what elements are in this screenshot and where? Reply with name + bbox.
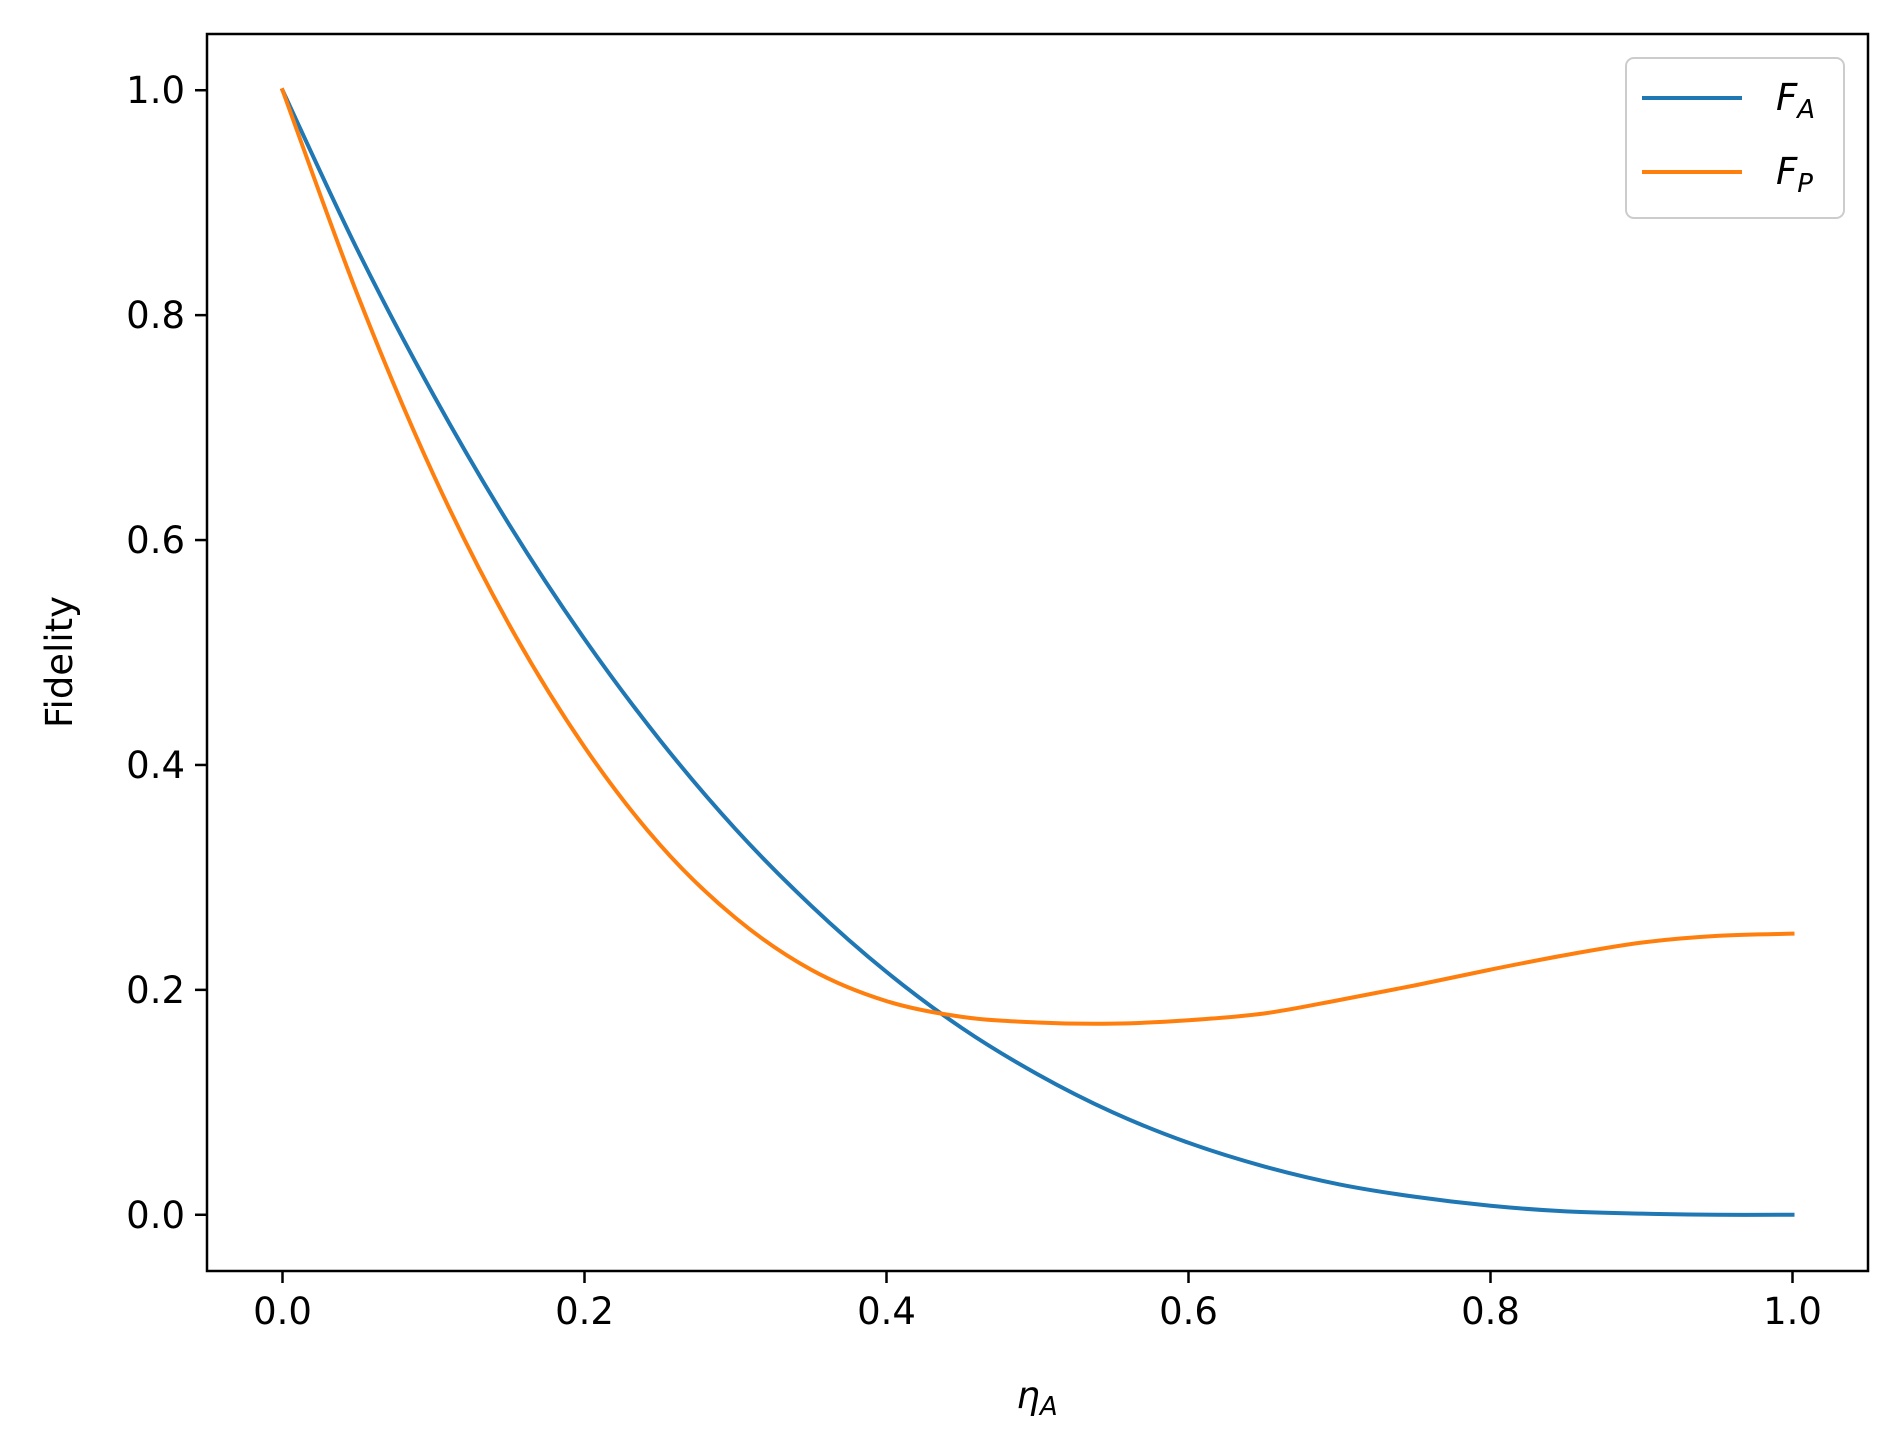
legend: FA FP (1625, 57, 1845, 219)
x-tick-label-4: 0.8 (1461, 1290, 1520, 1333)
legend-label-fp: FP (1776, 150, 1813, 199)
y-tick-label-3: 0.6 (126, 519, 185, 562)
y-axis-label: Fidelity (38, 596, 81, 728)
y-axis: 0.0 0.2 0.4 0.6 0.8 1.0 (126, 69, 207, 1237)
plot-frame (205, 32, 1870, 1273)
x-tick-label-5: 1.0 (1763, 1290, 1822, 1333)
legend-label-fa-main: F (1776, 76, 1798, 119)
y-tick-label-4: 0.8 (126, 294, 185, 337)
y-tick-label-1: 0.2 (126, 969, 185, 1012)
series-line-fa (279, 87, 1795, 1217)
x-tick-label-0: 0.0 (253, 1290, 312, 1333)
x-axis-label-sub: A (1038, 1392, 1058, 1422)
x-tick-label-1: 0.2 (555, 1290, 614, 1333)
legend-label-fa-sub: A (1795, 95, 1815, 125)
y-tick-label-0: 0.0 (126, 1194, 185, 1237)
legend-label-fa: FA (1776, 76, 1815, 125)
x-axis: 0.0 0.2 0.4 0.6 0.8 1.0 (253, 1271, 1822, 1333)
series-line-fp (279, 87, 1795, 1026)
x-axis-label-main: η (1016, 1374, 1039, 1417)
x-axis-label: ηA (1016, 1374, 1057, 1422)
legend-label-fp-main: F (1776, 150, 1798, 193)
legend-label-fp-sub: P (1797, 169, 1813, 199)
y-tick-label-5: 1.0 (126, 69, 185, 112)
y-tick-label-2: 0.4 (126, 744, 185, 787)
x-tick-label-2: 0.4 (857, 1290, 916, 1333)
series-layer (279, 87, 1795, 1217)
x-tick-label-3: 0.6 (1159, 1290, 1218, 1333)
